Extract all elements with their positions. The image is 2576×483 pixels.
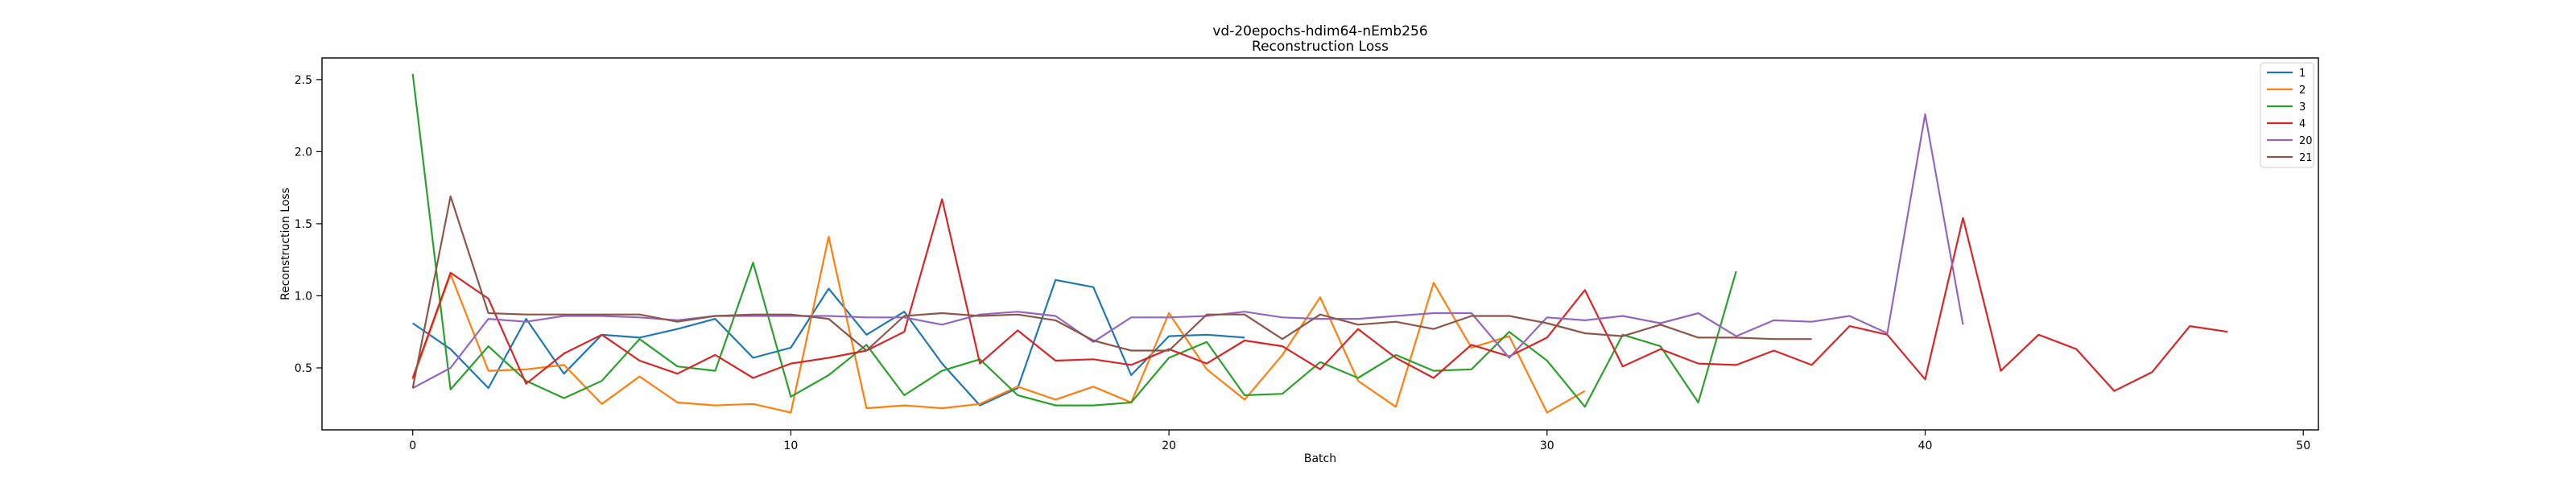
x-tick-label: 0 <box>409 440 416 452</box>
x-tick-label: 20 <box>1162 440 1176 452</box>
y-tick-label: 2.0 <box>295 146 312 159</box>
legend-label-21: 21 <box>2299 152 2313 164</box>
x-axis-label: Batch <box>1304 452 1336 465</box>
legend-label-3: 3 <box>2299 101 2306 114</box>
x-tick-label: 10 <box>784 440 799 452</box>
plot-frame <box>321 57 2319 431</box>
legend-label-4: 4 <box>2299 118 2306 130</box>
x-tick-label: 30 <box>1540 440 1554 452</box>
series-line-21 <box>411 195 1812 389</box>
x-tick-label: 40 <box>1918 440 1933 452</box>
legend-label-1: 1 <box>2299 68 2306 80</box>
y-tick-label: 1.0 <box>295 290 312 303</box>
series-line-2 <box>411 235 1586 414</box>
legend-label-2: 2 <box>2299 85 2306 97</box>
y-tick-label: 1.5 <box>295 218 312 231</box>
series-line-1 <box>412 279 1245 407</box>
legend: 1 2 3 4 20 21 <box>2260 62 2314 168</box>
legend-label-20: 20 <box>2299 135 2313 147</box>
series-layer <box>411 73 2228 414</box>
y-tick-label: 2.5 <box>295 74 312 87</box>
y-tick-label: 0.5 <box>295 362 312 375</box>
x-axis: 0 10 20 30 40 50 <box>409 430 2310 452</box>
y-axis: 0.5 1.0 1.5 2.0 2.5 <box>295 74 322 375</box>
series-line-20 <box>412 113 1964 390</box>
y-axis-label: Reconstruction Loss <box>279 188 292 300</box>
chart-title: vd-20epochs-hdim64-nEmb256 <box>1212 23 1427 39</box>
x-tick-label: 50 <box>2296 440 2310 452</box>
series-line-4 <box>411 198 2228 392</box>
series-line-3 <box>411 73 1737 408</box>
chart-subtitle: Reconstruction Loss <box>1252 39 1389 55</box>
